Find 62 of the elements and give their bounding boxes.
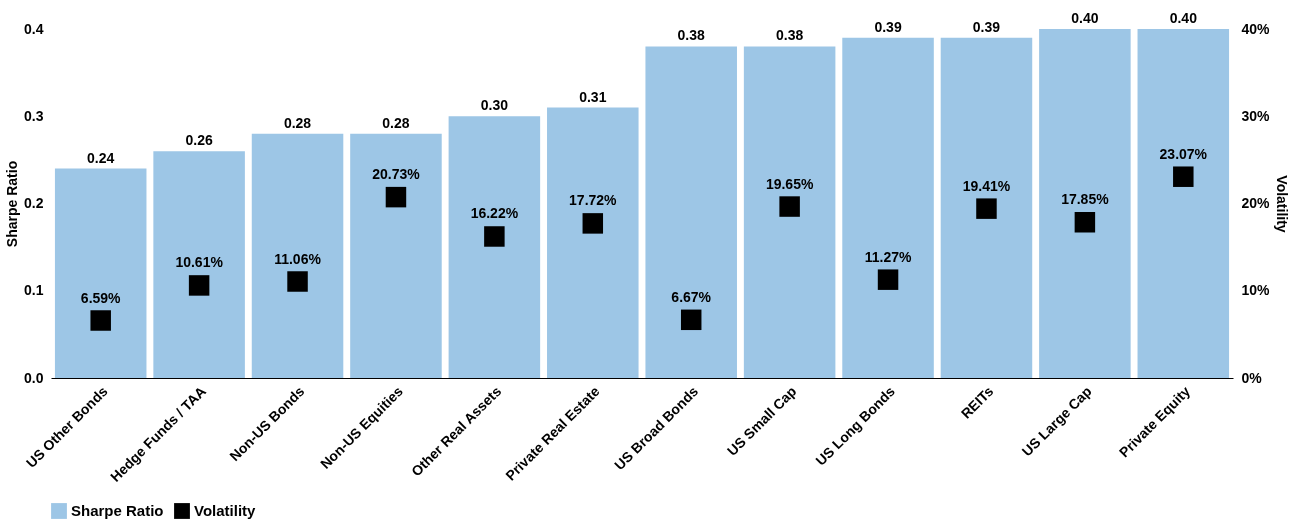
bar [1137,29,1230,378]
data-label: 0.30 [480,97,509,114]
point [779,196,800,217]
bar [645,46,737,378]
data-label: 16.22% [470,205,519,222]
bar [743,46,836,378]
data-label: 19.41% [962,177,1011,194]
data-label: 19.65% [765,175,814,192]
bar [350,133,442,378]
y-tick-label: 0.2 [24,195,44,211]
y-tick-label: 0.1 [24,282,44,299]
bar [251,133,344,378]
point [484,226,505,247]
data-label: 17.85% [1061,191,1110,208]
y2-tick-label: 40% [1241,20,1271,37]
y2-tick-label: 10% [1241,282,1271,299]
data-label: 6.67% [671,288,712,305]
data-label: 0.28 [382,114,410,131]
point [90,310,111,331]
data-label: 0.38 [677,27,706,44]
bar [1039,29,1131,378]
y-tick-label: 0.0 [24,369,44,386]
point [680,309,702,331]
legend-label: Volatility [194,502,257,519]
bar [448,116,541,378]
data-label: 0.24 [87,149,115,166]
data-label: 11.27% [864,248,912,265]
data-label: 17.72% [569,192,618,209]
y-tick-label: 0.4 [24,20,44,37]
point [385,186,407,208]
data-label: 6.59% [80,289,122,306]
point [1074,212,1096,233]
y2-tick-label: 0% [1241,369,1263,386]
bar [940,37,1033,378]
point [188,275,210,296]
data-label: 20.73% [372,166,421,183]
bar [153,151,245,378]
data-label: 0.39 [874,18,902,35]
bar [842,37,934,378]
legend-label: Sharpe Ratio [71,502,164,519]
data-label: 0.26 [185,132,213,149]
point [877,269,899,290]
y-tick-label: 0.3 [24,107,44,124]
data-label: 23.07% [1159,145,1208,162]
y-axis-title: Sharpe Ratio [4,160,21,248]
y2-axis-title: Volatility [1273,175,1290,233]
data-label: 0.39 [972,18,1001,35]
data-label: 11.06% [274,250,322,267]
point [582,213,604,234]
data-label: 0.40 [1169,10,1198,26]
point [1173,166,1194,187]
data-label: 0.40 [1071,10,1099,26]
data-label: 0.28 [283,114,312,131]
y2-tick-label: 30% [1241,107,1271,124]
bar [54,168,147,378]
y2-tick-label: 20% [1241,195,1271,211]
point [287,271,308,292]
data-label: 0.31 [579,88,607,105]
bar [547,107,639,378]
data-label: 10.61% [175,254,224,271]
data-label: 0.38 [776,27,804,44]
point [976,198,997,219]
